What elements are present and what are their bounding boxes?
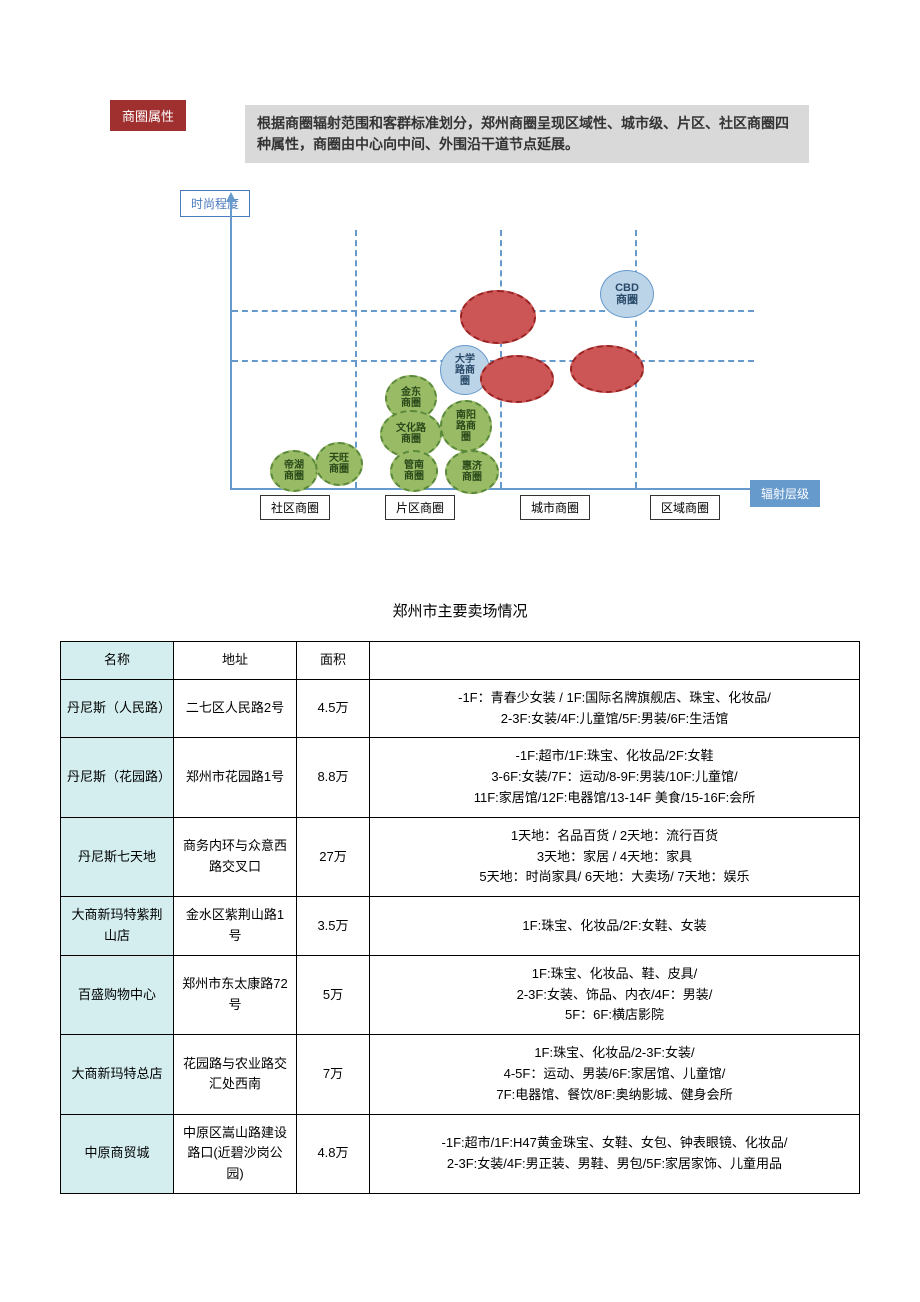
chart-bubble: 惠济 商圈 <box>445 450 499 494</box>
th-area: 面积 <box>297 642 370 680</box>
cell-name: 丹尼斯（花园路） <box>61 738 174 817</box>
table-row: 丹尼斯七天地商务内环与众意西路交叉口27万1天地：名品百货 / 2天地：流行百货… <box>61 817 860 896</box>
cell-area: 4.8万 <box>297 1114 370 1193</box>
cell-addr: 金水区紫荆山路1号 <box>174 897 297 956</box>
chart-bubble: CBD 商圈 <box>600 270 654 318</box>
cell-detail: 1F:珠宝、化妆品/2-3F:女装/ 4-5F：运动、男装/6F:家居馆、儿童馆… <box>370 1035 860 1114</box>
chart-bubble: 南阳 路商 圈 <box>440 400 492 452</box>
chart-bubble: 管南 商圈 <box>390 450 438 492</box>
cell-detail: 1F:珠宝、化妆品、鞋、皮具/ 2-3F:女装、饰品、内衣/4F：男装/ 5F：… <box>370 955 860 1034</box>
cell-detail: 1天地：名品百货 / 2天地：流行百货 3天地：家居 / 4天地：家具 5天地：… <box>370 817 860 896</box>
chart-bubble: 天旺 商圈 <box>315 442 363 486</box>
x-axis-label: 辐射层级 <box>750 480 820 507</box>
cell-detail: -1F:超市/1F:珠宝、化妆品/2F:女鞋 3-6F:女装/7F：运动/8-9… <box>370 738 860 817</box>
chart-bubble <box>570 345 644 393</box>
table-header-row: 名称 地址 面积 <box>61 642 860 680</box>
y-axis-label: 时尚程度 <box>180 190 250 217</box>
cell-area: 4.5万 <box>297 679 370 738</box>
table-row: 百盛购物中心郑州市东太康路72号5万1F:珠宝、化妆品、鞋、皮具/ 2-3F:女… <box>61 955 860 1034</box>
venues-table: 名称 地址 面积 丹尼斯（人民路）二七区人民路2号4.5万-1F：青春少女装 /… <box>60 641 860 1194</box>
cell-area: 8.8万 <box>297 738 370 817</box>
x-category: 区域商圈 <box>650 495 720 520</box>
cell-detail: -1F：青春少女装 / 1F:国际名牌旗舰店、珠宝、化妆品/ 2-3F:女装/4… <box>370 679 860 738</box>
cell-name: 中原商贸城 <box>61 1114 174 1193</box>
cell-area: 3.5万 <box>297 897 370 956</box>
th-name: 名称 <box>61 642 174 680</box>
cell-addr: 中原区嵩山路建设路口(近碧沙岗公园) <box>174 1114 297 1193</box>
table-row: 大商新玛特总店花园路与农业路交汇处西南7万1F:珠宝、化妆品/2-3F:女装/ … <box>61 1035 860 1114</box>
cell-name: 丹尼斯七天地 <box>61 817 174 896</box>
table-row: 丹尼斯（花园路）郑州市花园路1号8.8万-1F:超市/1F:珠宝、化妆品/2F:… <box>61 738 860 817</box>
chart-bubble <box>460 290 536 344</box>
table-row: 中原商贸城中原区嵩山路建设路口(近碧沙岗公园)4.8万-1F:超市/1F:H47… <box>61 1114 860 1193</box>
cell-name: 大商新玛特总店 <box>61 1035 174 1114</box>
cell-addr: 花园路与农业路交汇处西南 <box>174 1035 297 1114</box>
th-detail <box>370 642 860 680</box>
x-category: 片区商圈 <box>385 495 455 520</box>
y-axis <box>230 200 232 490</box>
cell-name: 丹尼斯（人民路） <box>61 679 174 738</box>
cell-area: 5万 <box>297 955 370 1034</box>
th-addr: 地址 <box>174 642 297 680</box>
chart-bubble <box>480 355 554 403</box>
cell-name: 大商新玛特紫荆山店 <box>61 897 174 956</box>
section-title: 郑州市主要卖场情况 <box>60 600 860 621</box>
commerce-chart: 商圈属性 根据商圈辐射范围和客群标准划分，郑州商圈呈现区域性、城市级、片区、社区… <box>110 100 810 560</box>
cell-detail: -1F:超市/1F:H47黄金珠宝、女鞋、女包、钟表眼镜、化妆品/ 2-3F:女… <box>370 1114 860 1193</box>
x-axis <box>230 488 770 490</box>
cell-area: 7万 <box>297 1035 370 1114</box>
cell-addr: 郑州市东太康路72号 <box>174 955 297 1034</box>
table-row: 丹尼斯（人民路）二七区人民路2号4.5万-1F：青春少女装 / 1F:国际名牌旗… <box>61 679 860 738</box>
attr-badge: 商圈属性 <box>110 100 186 131</box>
cell-addr: 商务内环与众意西路交叉口 <box>174 817 297 896</box>
x-category: 城市商圈 <box>520 495 590 520</box>
cell-area: 27万 <box>297 817 370 896</box>
cell-detail: 1F:珠宝、化妆品/2F:女鞋、女装 <box>370 897 860 956</box>
table-row: 大商新玛特紫荆山店金水区紫荆山路1号3.5万1F:珠宝、化妆品/2F:女鞋、女装 <box>61 897 860 956</box>
cell-name: 百盛购物中心 <box>61 955 174 1034</box>
cell-addr: 二七区人民路2号 <box>174 679 297 738</box>
chart-bubble: 帝湖 商圈 <box>270 450 318 492</box>
cell-addr: 郑州市花园路1号 <box>174 738 297 817</box>
chart-description: 根据商圈辐射范围和客群标准划分，郑州商圈呈现区域性、城市级、片区、社区商圈四种属… <box>245 105 809 163</box>
x-category: 社区商圈 <box>260 495 330 520</box>
